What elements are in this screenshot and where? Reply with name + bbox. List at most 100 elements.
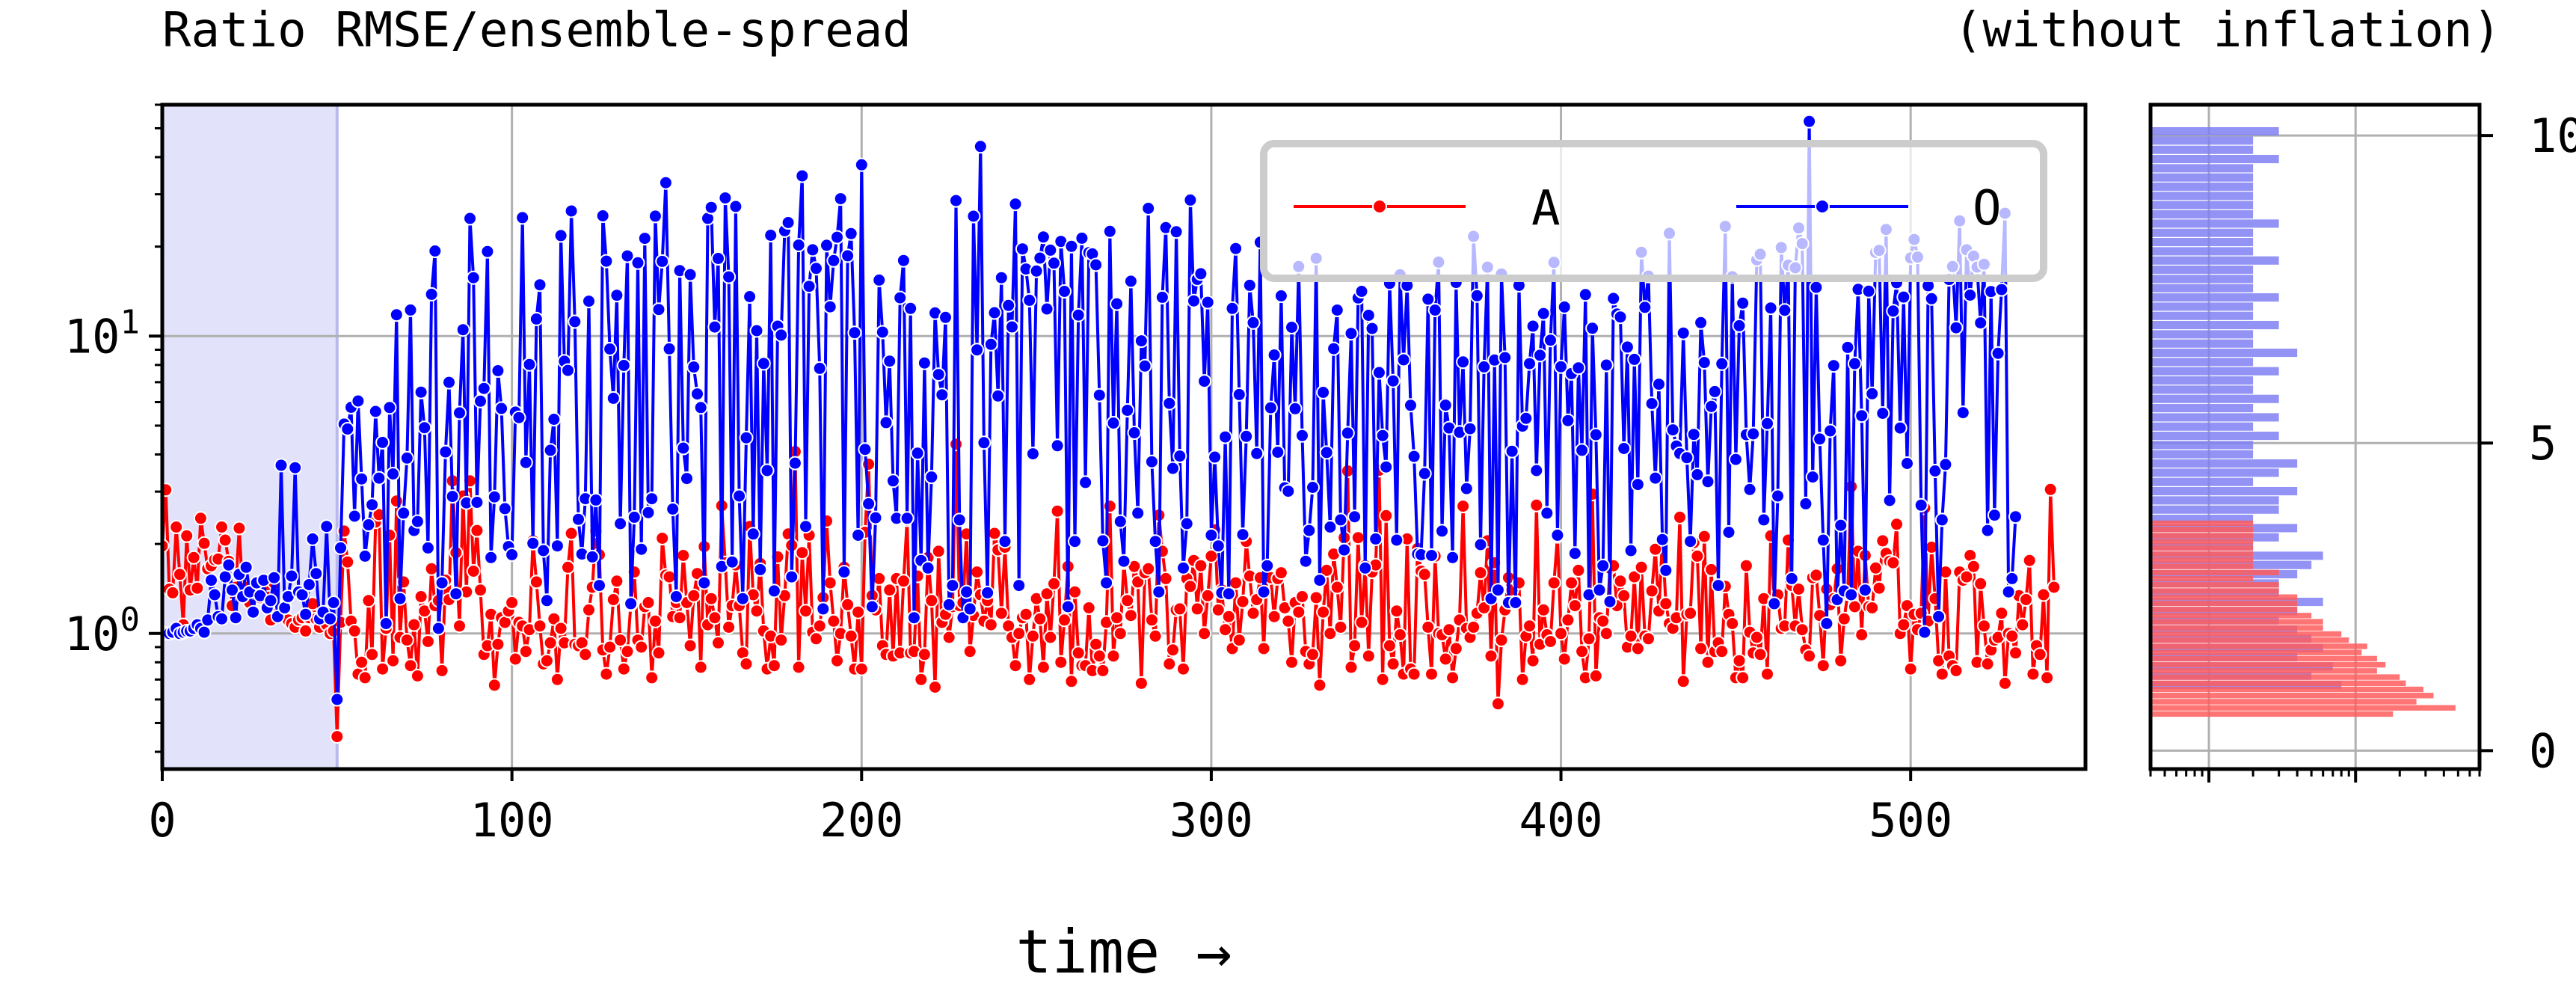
histogram-bar-o <box>2151 183 2254 192</box>
series-point-o <box>1113 514 1128 529</box>
series-point-o <box>1417 466 1432 481</box>
series-point-a <box>1477 601 1492 615</box>
series-point-o <box>1648 471 1663 486</box>
series-point-a <box>1994 606 2009 621</box>
series-point-a <box>2043 482 2058 497</box>
series-point-a <box>1022 672 1037 687</box>
series-point-a <box>711 635 725 650</box>
series-point-o <box>246 604 261 619</box>
series-point-a <box>1976 619 1991 634</box>
histogram-y-tick-label: 0 <box>2529 723 2557 778</box>
series-point-a <box>1141 561 1156 576</box>
series-point-a <box>1148 628 1163 643</box>
series-point-a <box>1246 606 1261 621</box>
series-point-o <box>1613 310 1628 325</box>
series-point-a <box>1973 576 1988 591</box>
histogram-bar-o <box>2151 210 2254 219</box>
series-point-o <box>274 458 289 473</box>
series-point-o <box>1232 387 1246 402</box>
series-point-a <box>795 545 810 560</box>
series-point-o <box>997 534 1012 549</box>
series-point-o <box>1242 278 1257 293</box>
histogram-bar-o <box>2151 293 2279 302</box>
histogram-bar-a <box>2151 527 2254 533</box>
series-point-a <box>172 567 187 582</box>
histogram-bar-o <box>2151 477 2254 486</box>
series-point-o <box>609 288 624 303</box>
series-point-o <box>1721 525 1736 539</box>
series-point-o <box>760 463 775 478</box>
series-point-o <box>1840 340 1855 355</box>
series-point-a <box>491 637 505 652</box>
series-point-o <box>795 168 810 183</box>
series-point-a <box>606 592 621 607</box>
series-point-o <box>1900 456 1914 471</box>
series-point-o <box>1371 365 1386 380</box>
series-point-o <box>935 388 950 402</box>
histogram-bar-o <box>2151 275 2254 284</box>
series-point-a <box>1641 631 1656 646</box>
series-point-o <box>1319 445 1334 460</box>
series-point-o <box>1886 304 1901 319</box>
series-point-a <box>1162 657 1177 671</box>
series-point-o <box>1592 583 1607 598</box>
series-point-a <box>707 610 722 625</box>
series-point-o <box>991 388 1006 403</box>
series-point-o <box>284 569 299 584</box>
series-point-a <box>434 663 449 678</box>
series-point-o <box>340 422 355 436</box>
series-point-o <box>1798 496 1813 511</box>
series-point-o <box>1596 558 1611 573</box>
series-point-o <box>1917 625 1932 640</box>
series-point-o <box>603 342 618 356</box>
main-y-tick-label: 100 <box>64 601 140 661</box>
series-point-a <box>1047 576 1061 591</box>
series-point-a <box>298 623 313 638</box>
series-point-o <box>826 253 841 268</box>
series-point-a <box>1218 622 1233 637</box>
series-point-a <box>1617 588 1632 603</box>
series-point-o <box>645 492 660 506</box>
histogram-bar-o <box>2151 515 2254 524</box>
series-point-a <box>1200 588 1215 603</box>
series-point-o <box>1857 583 1872 598</box>
series-point-a <box>620 644 635 659</box>
series-point-a <box>823 575 837 590</box>
series-point-a <box>1448 641 1463 656</box>
histogram-bar-a <box>2151 545 2254 551</box>
series-point-o <box>1756 512 1771 527</box>
series-point-o <box>476 381 491 396</box>
series-point-o <box>1001 298 1016 313</box>
series-point-a <box>347 623 362 638</box>
series-point-o <box>784 569 799 584</box>
series-point-o <box>781 215 796 230</box>
series-point-o <box>753 562 768 577</box>
series-point-o <box>1934 512 1949 527</box>
series-point-o <box>473 394 488 408</box>
series-point-a <box>1256 641 1271 656</box>
series-point-o <box>735 591 750 606</box>
histogram-bar-o <box>2151 349 2298 358</box>
histogram-bar-o <box>2151 145 2254 154</box>
series-point-a <box>330 729 345 744</box>
series-point-a <box>1865 601 1880 615</box>
series-point-o <box>676 441 691 456</box>
series-point-a <box>1571 563 1586 578</box>
histogram-bar-o <box>2151 127 2279 136</box>
series-point-o <box>1379 459 1394 474</box>
series-point-o <box>1928 464 1943 478</box>
series-point-a <box>1110 610 1125 625</box>
series-point-o <box>837 565 852 580</box>
series-point-a <box>1690 548 1705 563</box>
series-point-o <box>1826 358 1841 373</box>
series-point-o <box>1459 481 1474 496</box>
series-point-a <box>452 619 467 634</box>
series-point-a <box>613 633 628 648</box>
series-point-o <box>1116 554 1131 569</box>
histogram-bar-a <box>2151 674 2400 680</box>
series-point-a <box>1081 601 1096 615</box>
series-point-a <box>1875 533 1890 548</box>
series-point-o <box>1327 341 1341 356</box>
series-point-o <box>564 203 579 218</box>
